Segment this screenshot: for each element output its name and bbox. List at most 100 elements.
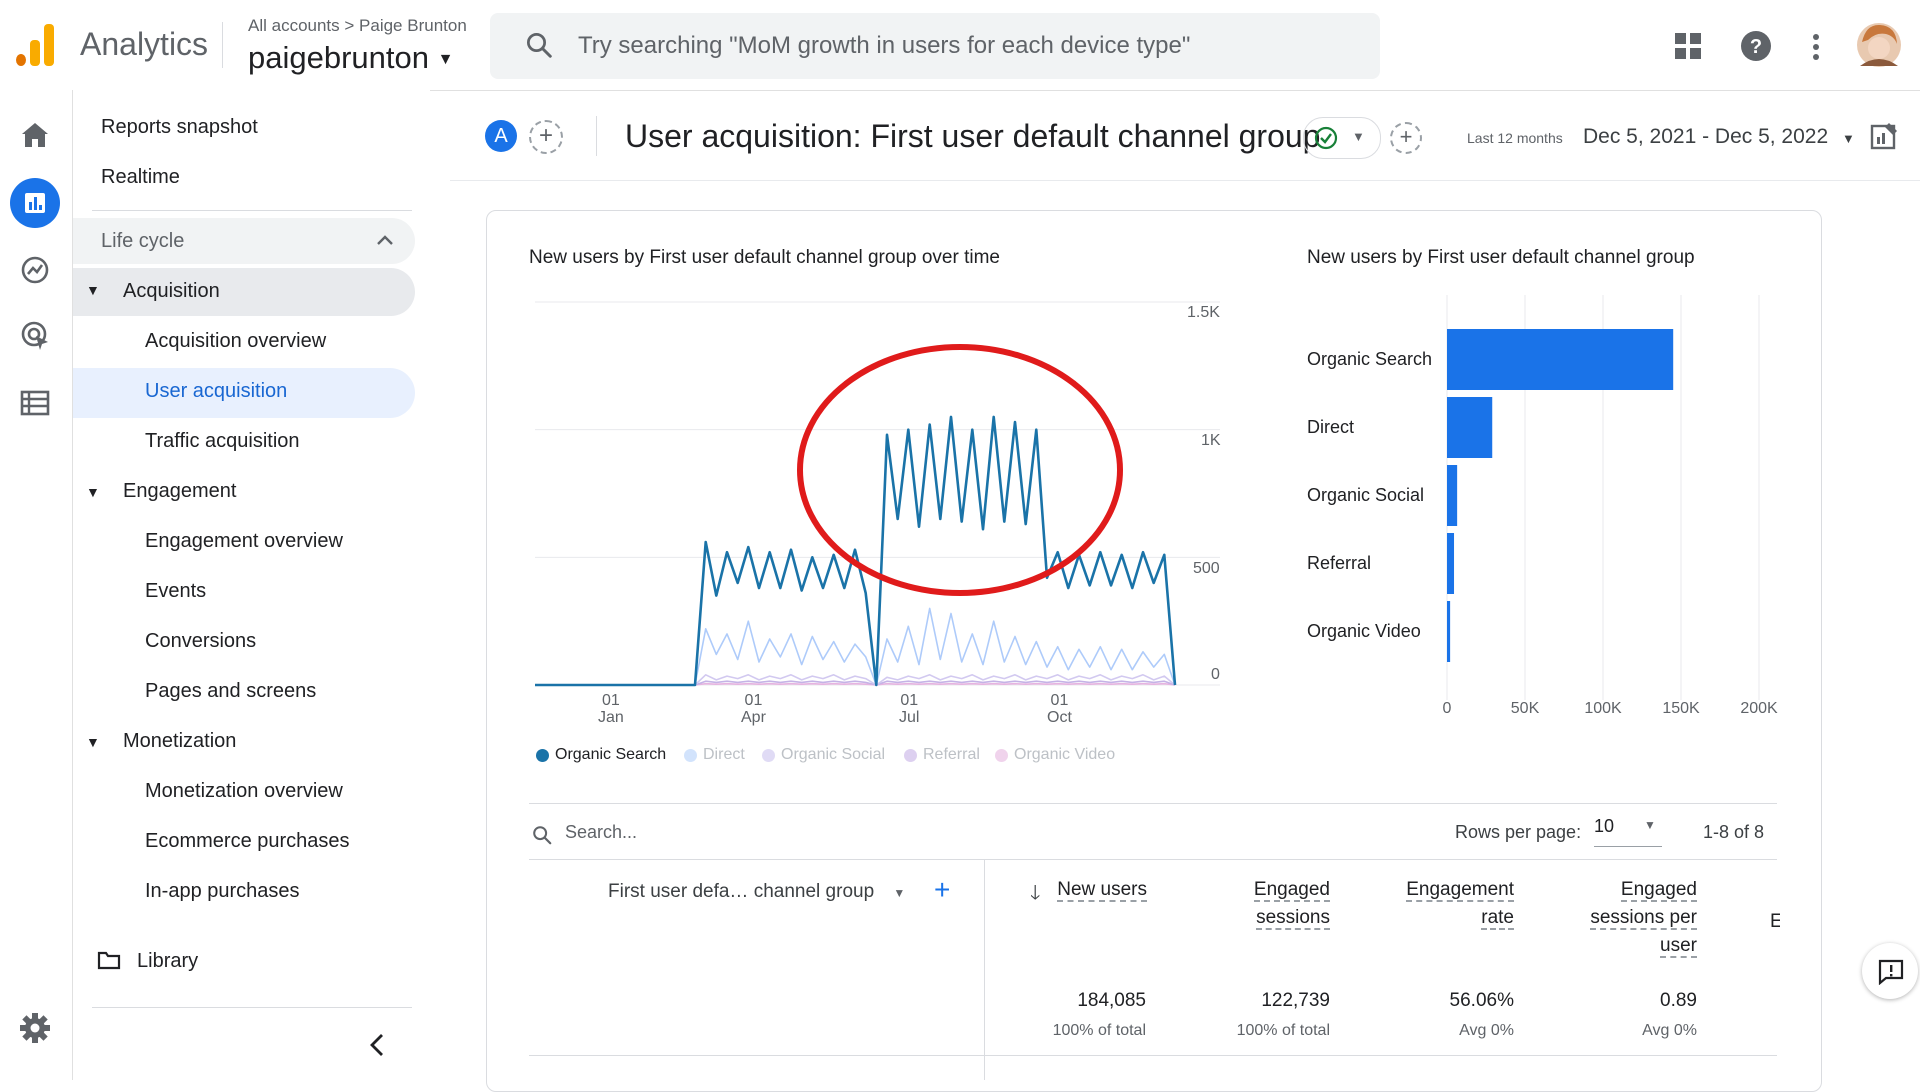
nav-events[interactable]: Events xyxy=(145,580,207,602)
nav-reports-snapshot[interactable]: Reports snapshot xyxy=(101,116,258,138)
explore-icon[interactable] xyxy=(20,255,50,285)
avatar[interactable] xyxy=(1856,22,1902,68)
legend-swatch xyxy=(995,748,1008,762)
nav-pages-and-screens[interactable]: Pages and screens xyxy=(145,680,317,702)
table-divider xyxy=(529,1055,1777,1056)
pagination-info: 1-8 of 8 xyxy=(1703,822,1765,842)
divider xyxy=(222,22,223,68)
feedback-button[interactable] xyxy=(1862,943,1918,999)
search-icon xyxy=(527,33,552,58)
legend-direct[interactable]: Direct xyxy=(684,746,745,764)
date-range-value: Dec 5, 2021 - Dec 5, 2022 xyxy=(1583,125,1829,148)
configure-list-icon[interactable] xyxy=(20,390,50,416)
column-header-overflow[interactable]: E xyxy=(1770,911,1780,932)
nav-engagement-overview[interactable]: Engagement overview xyxy=(145,530,343,552)
nav-group-monetization[interactable]: Monetization xyxy=(123,730,237,752)
legend-label: Organic Video xyxy=(1014,746,1116,763)
analytics-logo-icon[interactable] xyxy=(16,24,56,66)
nav-group-engagement[interactable]: Engagement xyxy=(123,480,237,502)
legend-swatch xyxy=(536,748,549,762)
nav-conversions[interactable]: Conversions xyxy=(145,630,257,652)
nav-ecommerce-purchases[interactable]: Ecommerce purchases xyxy=(145,830,350,852)
dimension-header: First user defa… channel group xyxy=(608,881,875,902)
sort-arrow-down-icon[interactable]: 🡓 xyxy=(1030,882,1041,904)
chevron-up-icon[interactable] xyxy=(376,234,394,246)
add-comparison-button[interactable]: + xyxy=(529,120,563,154)
column-header-label: user xyxy=(1660,935,1697,958)
column-header-label: Engagement xyxy=(1406,879,1514,902)
line-chart[interactable] xyxy=(520,290,1240,750)
column-header-label: New users xyxy=(1057,879,1147,902)
lifecycle-section[interactable] xyxy=(73,218,415,264)
nav-monetization-overview[interactable]: Monetization overview xyxy=(145,780,343,802)
table-search-input[interactable]: Search... xyxy=(565,822,638,842)
add-dimension-button[interactable]: + xyxy=(934,874,951,905)
apps-grid-icon[interactable] xyxy=(1674,32,1702,60)
breadcrumb[interactable]: All accounts > Paige Brunton xyxy=(248,16,467,35)
nav-traffic-acquisition[interactable]: Traffic acquisition xyxy=(145,430,300,452)
date-range-label: Last 12 months xyxy=(1467,130,1563,146)
bar xyxy=(1447,397,1493,458)
bar-chart[interactable] xyxy=(1440,290,1780,710)
annotation-circle xyxy=(797,344,1123,596)
caret-down-icon: ▼ xyxy=(893,886,906,900)
nav-group-acquisition: Acquisition xyxy=(123,280,220,302)
rows-per-page-label: Rows per page: xyxy=(1455,822,1582,842)
total-engaged-sessions-sub: 100% of total xyxy=(1236,1022,1330,1039)
caret-down-icon: ▼ xyxy=(437,50,454,68)
rows-per-page-select[interactable]: 10 ▼ xyxy=(1594,816,1662,847)
help-icon[interactable]: ? xyxy=(1740,30,1772,62)
date-range-picker[interactable]: Dec 5, 2021 - Dec 5, 2022 ▼ xyxy=(1583,125,1855,149)
x-tick: 01 Oct xyxy=(1047,692,1072,726)
property-selector[interactable]: paigebrunton ▼ xyxy=(248,40,453,76)
bar-category-label: Organic Social xyxy=(1307,485,1425,505)
lifecycle-label: Life cycle xyxy=(101,230,185,252)
bar-x-tick: 200K xyxy=(1740,700,1778,717)
nav-user-acquisition[interactable]: User acquisition xyxy=(145,380,288,402)
bar xyxy=(1447,533,1455,594)
settings-gear-icon[interactable] xyxy=(19,1012,51,1044)
nav-divider xyxy=(92,1007,412,1008)
check-circle-icon xyxy=(1314,126,1338,150)
table-divider xyxy=(529,803,1777,804)
bar-x-tick: 50K xyxy=(1510,700,1540,717)
nav-in-app-purchases[interactable]: In-app purchases xyxy=(145,880,300,902)
caret-down-icon: ▼ xyxy=(1352,129,1365,144)
add-button[interactable]: + xyxy=(1390,122,1422,154)
customize-report-icon[interactable] xyxy=(1869,121,1899,151)
legend-referral[interactable]: Referral xyxy=(904,746,980,764)
home-icon[interactable] xyxy=(20,121,50,149)
total-engaged-sessions: 122,739 xyxy=(1261,990,1330,1011)
legend-organic-social[interactable]: Organic Social xyxy=(762,746,885,764)
legend-organic-video[interactable]: Organic Video xyxy=(995,746,1115,764)
advertising-icon[interactable] xyxy=(20,320,52,352)
y-tick: 0 xyxy=(1211,666,1220,683)
column-header-engaged-sessions[interactable]: Engaged sessions xyxy=(1190,876,1330,932)
svg-text:?: ? xyxy=(1750,36,1762,58)
collapse-chevron-left-icon[interactable] xyxy=(369,1033,385,1057)
more-vert-icon[interactable] xyxy=(1808,32,1824,62)
nav-divider xyxy=(92,210,412,211)
nav-library[interactable]: Library xyxy=(137,950,199,972)
acquisition-group[interactable] xyxy=(73,268,415,316)
column-header-label: sessions per xyxy=(1590,907,1697,930)
total-new-users-sub: 100% of total xyxy=(1052,1022,1146,1039)
dimension-selector[interactable]: First user defa… channel group ▼ xyxy=(608,881,905,903)
bar-x-tick: 100K xyxy=(1584,700,1622,717)
legend-organic-search[interactable]: Organic Search xyxy=(536,746,666,764)
report-status-dropdown[interactable]: ▼ xyxy=(1303,117,1381,159)
search-bar[interactable] xyxy=(490,13,1380,79)
line-chart-title: New users by First user default channel … xyxy=(529,247,1000,268)
bar xyxy=(1447,329,1674,390)
nav-acquisition-overview[interactable]: Acquisition overview xyxy=(145,330,327,352)
caret-down-icon: ▼ xyxy=(86,734,100,750)
column-header-new-users[interactable]: New users xyxy=(1047,876,1147,904)
search-placeholder: Try searching "MoM growth in users for e… xyxy=(578,32,1191,59)
reports-nav-button[interactable] xyxy=(10,178,60,228)
nav-realtime[interactable]: Realtime xyxy=(101,166,180,188)
column-header-engagement-rate[interactable]: Engagement rate xyxy=(1330,876,1514,932)
column-header-engaged-sessions-per-user[interactable]: Engaged sessions per user xyxy=(1527,876,1697,960)
comparison-avatar[interactable]: A xyxy=(485,120,517,152)
column-header-label: Engaged xyxy=(1620,879,1697,902)
y-tick: 500 xyxy=(1193,560,1220,577)
